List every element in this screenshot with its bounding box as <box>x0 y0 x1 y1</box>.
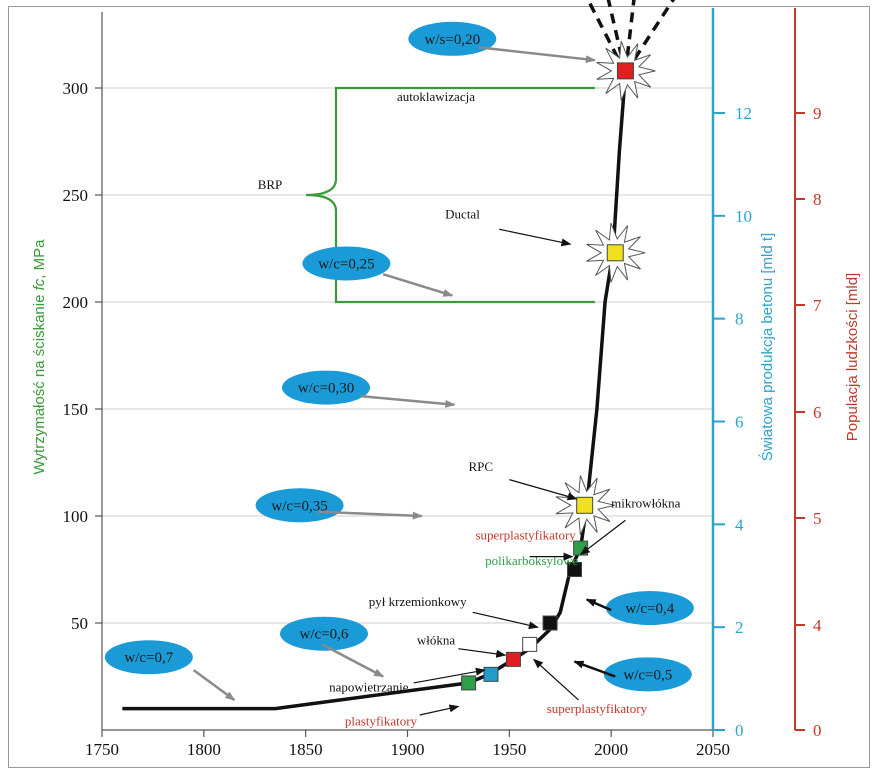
marker-4 <box>522 636 538 652</box>
marker-8 <box>576 496 594 514</box>
wc-bubble-arrow-7 <box>382 272 454 297</box>
y-tick-label-right-population: 8 <box>813 190 822 209</box>
y-tick-label-left: 250 <box>63 186 89 205</box>
marker-2 <box>483 666 499 682</box>
y-tick-label-right-production: 4 <box>735 515 744 534</box>
annotation-label: Ductal <box>445 207 480 222</box>
annotation-label: polikarboksylowe <box>485 553 578 568</box>
wc-bubble-arrow-3 <box>573 660 616 678</box>
annotation-arrow-7 <box>472 611 539 630</box>
x-tick-label: 2050 <box>696 740 730 759</box>
wc-bubble-1 <box>104 640 193 675</box>
wc-bubble-4 <box>605 591 694 626</box>
wc-bubble-7 <box>302 246 391 281</box>
wc-bubble-2 <box>279 616 368 651</box>
wc-bubble-label: w/c=0,30 <box>298 381 354 397</box>
wc-bubble-label: w/c=0,4 <box>625 601 674 617</box>
marker-10 <box>616 62 634 80</box>
wc-bubble-arrow-4 <box>585 598 612 612</box>
wc-bubble-8 <box>408 21 497 56</box>
x-tick-label: 1950 <box>492 740 526 759</box>
y-tick-label-right-population: 6 <box>813 403 822 422</box>
y-tick-label-right-population: 9 <box>813 104 822 123</box>
brp-label: BRP <box>258 177 283 192</box>
y-tick-label-left: 50 <box>71 614 88 633</box>
y-tick-label-right-production: 12 <box>735 104 752 123</box>
x-tick-label: 1900 <box>391 740 425 759</box>
y-tick-label-right-production: 2 <box>735 618 744 637</box>
annotation-label: mikrowłókna <box>611 495 681 510</box>
annotation-label: autoklawizacja <box>397 89 475 104</box>
y-tick-label-right-production: 8 <box>735 310 744 329</box>
y-tick-label-right-population: 7 <box>813 296 822 315</box>
annotation-arrow-3 <box>509 479 578 501</box>
wc-bubble-5 <box>255 488 344 523</box>
x-tick-label: 1850 <box>289 740 323 759</box>
annotation-arrow-8 <box>458 648 507 658</box>
marker-3 <box>505 651 521 667</box>
annotation-label: napowietrzanie <box>329 679 409 694</box>
wc-bubble-label: w/c=0,5 <box>623 667 672 683</box>
y-tick-label-right-population: 4 <box>813 616 822 635</box>
marker-9 <box>606 244 624 262</box>
wc-bubble-label: w/c=0,35 <box>271 498 327 514</box>
x-tick-label: 2000 <box>594 740 628 759</box>
wc-bubble-6 <box>282 370 371 405</box>
y-tick-label-left: 300 <box>63 79 89 98</box>
wc-bubble-arrow-6 <box>360 394 456 408</box>
y-tick-label-right-production: 0 <box>735 721 744 740</box>
annotation-arrow-9 <box>413 667 486 684</box>
x-tick-label: 1750 <box>85 740 119 759</box>
wc-bubble-arrow-1 <box>192 669 236 702</box>
wc-bubble-arrow-5 <box>317 510 423 520</box>
y-tick-label-left: 200 <box>63 293 89 312</box>
wc-bubble-arrow-8 <box>478 46 596 64</box>
annotation-label: superplastyfikatory <box>475 528 576 543</box>
annotation-label: RPC <box>469 459 494 474</box>
strength-trend-line <box>122 72 628 711</box>
marker-6 <box>567 562 583 577</box>
annotation-label: superplastyfikatory <box>547 701 648 716</box>
wc-bubble-label: w/c=0,6 <box>300 627 349 643</box>
y-axis-title-right-population: Populacja ludzkości [mld] <box>844 273 861 441</box>
y-tick-label-right-production: 6 <box>735 413 744 432</box>
wc-bubble-label: w/c=0,7 <box>124 650 173 666</box>
x-tick-label: 1800 <box>187 740 221 759</box>
annotation-label: włókna <box>417 632 456 647</box>
annotation-label: plastyfikatory <box>345 714 418 729</box>
annotation-arrow-2 <box>499 228 572 247</box>
wc-bubble-label: w/c=0,25 <box>318 256 374 272</box>
marker-5 <box>542 615 558 631</box>
annotation-arrow-4 <box>579 519 626 556</box>
wc-bubble-label: w/s=0,20 <box>425 32 481 48</box>
annotation-arrow-10 <box>419 704 460 716</box>
annotation-arrow-11 <box>533 658 579 701</box>
y-axis-title-right-production: Światowa produkcja betonu [mld t] <box>758 233 776 461</box>
brp-brace <box>305 86 595 304</box>
wc-bubble-arrow-2 <box>321 643 384 678</box>
y-tick-label-right-population: 5 <box>813 509 822 528</box>
y-tick-label-right-production: 10 <box>735 207 752 226</box>
wc-bubble-3 <box>603 657 692 692</box>
marker-1 <box>461 675 477 691</box>
y-tick-label-right-population: 0 <box>813 721 822 740</box>
y-tick-label-left: 100 <box>63 507 89 526</box>
y-axis-title-left: Wytrzymałość na ściskanie fc, MPa <box>31 239 48 475</box>
annotation-label: pył krzemionkowy <box>369 594 467 609</box>
y-tick-label-left: 150 <box>63 400 89 419</box>
